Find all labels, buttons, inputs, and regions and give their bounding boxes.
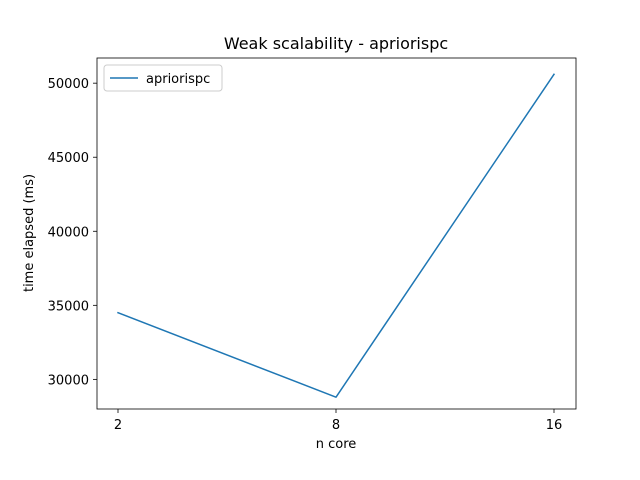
x-tick-label: 8 — [332, 418, 340, 433]
x-tick-label: 2 — [114, 418, 122, 433]
y-tick-label: 30000 — [48, 373, 89, 388]
y-tick-label: 50000 — [48, 77, 89, 92]
y-tick-label: 40000 — [48, 225, 89, 240]
legend-box — [103, 64, 223, 92]
x-axis-label: n core — [316, 437, 357, 452]
legend-entry-label: apriorispc — [146, 72, 210, 87]
y-tick-label: 35000 — [48, 299, 89, 314]
chart-title: Weak scalability - apriorispc — [224, 34, 448, 53]
y-axis-label: time elapsed (ms) — [22, 174, 37, 292]
y-tick-label: 45000 — [48, 151, 89, 166]
x-tick-label: 16 — [546, 418, 563, 433]
plot-area: 2 8 16 30000 35000 40000 45000 50000 apriorispc — [48, 57, 577, 433]
plot-frame — [96, 57, 577, 410]
